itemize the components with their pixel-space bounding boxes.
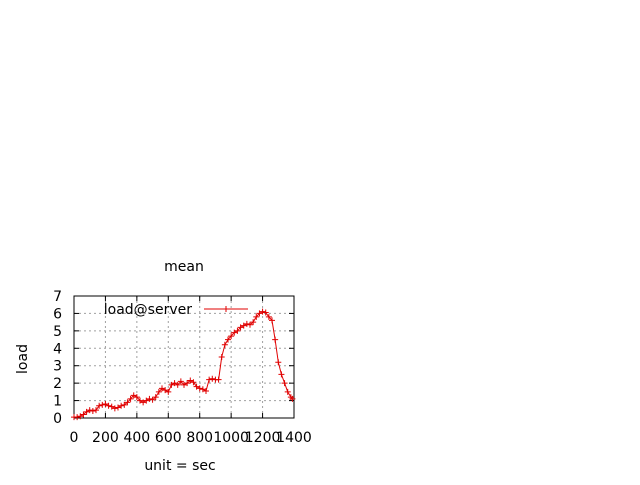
data-point — [102, 401, 109, 408]
data-point — [124, 399, 131, 406]
data-point — [289, 395, 296, 402]
data-point — [269, 317, 275, 324]
data-point — [83, 408, 90, 415]
data-point — [265, 313, 272, 320]
legend: load@server — [104, 302, 248, 318]
data-point — [174, 381, 181, 388]
data-point — [278, 371, 285, 378]
data-point — [184, 380, 191, 387]
x-tick-label: 200 — [92, 430, 119, 446]
data-point — [159, 385, 165, 392]
data-point — [281, 380, 288, 387]
data-point — [253, 313, 260, 320]
data-point — [74, 414, 81, 421]
data-point — [155, 388, 162, 395]
data-point — [177, 378, 184, 385]
x-tick-label: 1000 — [213, 430, 249, 446]
data-point — [181, 381, 187, 388]
data-point — [221, 341, 228, 348]
data-point — [130, 392, 137, 399]
x-axis-label: unit = sec — [144, 458, 215, 474]
x-tick-label: 1200 — [245, 430, 281, 446]
data-point — [190, 379, 197, 386]
data-point — [143, 397, 150, 404]
data-point — [105, 402, 112, 409]
data-point — [225, 336, 231, 343]
x-tick-label: 0 — [70, 430, 79, 446]
data-point — [80, 411, 87, 418]
data-point — [259, 308, 266, 315]
x-tick-label: 400 — [123, 430, 150, 446]
y-tick-label: 3 — [53, 359, 62, 375]
data-point — [146, 395, 153, 402]
data-point — [231, 329, 238, 336]
data-point — [89, 408, 96, 415]
data-point — [209, 375, 216, 382]
data-point — [250, 319, 257, 326]
data-point — [237, 324, 244, 331]
data-point — [86, 407, 93, 414]
data-point — [284, 388, 291, 395]
data-point — [234, 327, 241, 334]
data-point — [218, 354, 225, 360]
data-point — [240, 322, 247, 329]
data-point — [115, 404, 121, 411]
y-axis-label: load — [15, 344, 31, 374]
data-point — [187, 377, 194, 384]
data-point — [152, 394, 159, 401]
data-point — [199, 386, 206, 393]
y-tick-label: 2 — [53, 376, 62, 392]
data-point — [111, 405, 118, 412]
y-tick-label: 0 — [53, 411, 62, 427]
data-point — [137, 397, 143, 404]
y-tick-label: 6 — [53, 306, 62, 322]
grid — [74, 296, 294, 418]
series-layer — [71, 308, 296, 421]
data-point — [118, 402, 125, 409]
series-line — [74, 311, 293, 418]
data-point — [262, 309, 269, 316]
data-point — [108, 403, 115, 410]
data-point — [171, 380, 178, 387]
data-point — [165, 388, 172, 395]
y-tick-label: 7 — [53, 289, 62, 305]
data-point — [140, 399, 147, 406]
y-tick-label: 5 — [53, 324, 62, 340]
legend-label: load@server — [104, 302, 192, 318]
data-point — [206, 376, 213, 383]
data-point — [272, 336, 279, 343]
data-point — [193, 383, 200, 390]
data-point — [127, 395, 134, 402]
data-point — [275, 359, 282, 366]
data-point — [133, 394, 140, 401]
data-point — [93, 407, 99, 414]
legend-marker — [223, 306, 229, 312]
data-point — [168, 381, 175, 388]
chart-title: mean — [164, 259, 204, 275]
x-tick-label: 600 — [155, 430, 182, 446]
data-point — [215, 376, 222, 383]
x-tick-label: 800 — [186, 430, 213, 446]
data-point — [203, 387, 209, 394]
data-point — [77, 413, 84, 420]
data-point — [256, 310, 263, 317]
y-tick-label: 1 — [53, 394, 62, 410]
x-tick-label: 1400 — [276, 430, 312, 446]
data-point — [243, 320, 250, 327]
data-point — [149, 396, 156, 403]
data-point — [121, 401, 128, 408]
data-point — [247, 321, 253, 328]
y-tick-label: 4 — [53, 341, 62, 357]
data-point — [228, 333, 235, 340]
data-point — [196, 385, 203, 392]
data-point — [162, 387, 169, 394]
data-point — [96, 402, 103, 409]
plot-frame — [73, 295, 295, 419]
data-point — [99, 401, 106, 408]
